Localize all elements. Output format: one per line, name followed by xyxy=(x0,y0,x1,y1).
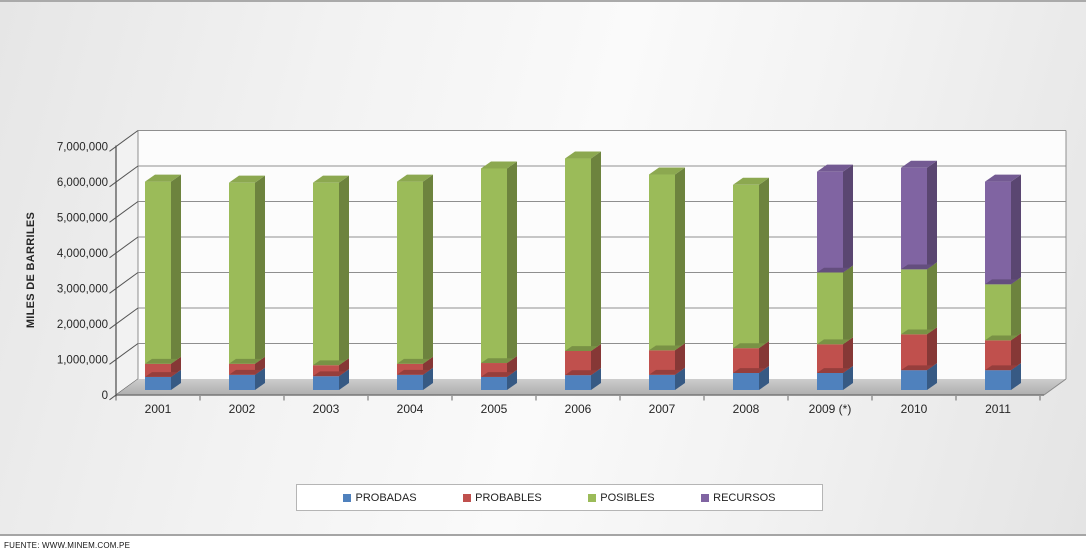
bar-segment-2004-posibles xyxy=(397,182,423,364)
bar-segment-2010-recursos xyxy=(901,168,927,270)
bar-2006 xyxy=(565,152,601,390)
legend-label: RECURSOS xyxy=(713,492,775,504)
legend-label: PROBABLES xyxy=(475,492,542,504)
bar-side-2001-posibles xyxy=(171,175,181,364)
legend-item-recursos: RECURSOS xyxy=(701,492,775,504)
x-label-2006: 2006 xyxy=(565,402,592,416)
bar-2005 xyxy=(481,161,517,390)
x-label-2003: 2003 xyxy=(313,402,340,416)
bar-segment-2009 (*)-posibles xyxy=(817,272,843,344)
chart-legend: PROBADAS PROBABLES POSIBLES RECURSOS xyxy=(296,484,823,511)
bar-segment-2007-probadas xyxy=(649,375,675,390)
bar-segment-2009 (*)-probadas xyxy=(817,373,843,390)
bar-2007 xyxy=(649,168,685,390)
bar-side-2004-posibles xyxy=(423,175,433,364)
y-tick-label-7: 7,000,000 xyxy=(57,142,108,154)
left-wall xyxy=(116,131,138,396)
x-label-2007: 2007 xyxy=(649,402,676,416)
bar-side-2010-posibles xyxy=(927,262,937,334)
bar-segment-2010-probadas xyxy=(901,370,927,390)
x-label-2009 (*): 2009 (*) xyxy=(809,402,852,416)
bar-side-2010-probables xyxy=(927,327,937,370)
x-label-2010: 2010 xyxy=(901,402,928,416)
bar-segment-2004-probadas xyxy=(397,375,423,390)
x-label-2004: 2004 xyxy=(397,402,424,416)
bar-side-2009 (*)-recursos xyxy=(843,165,853,273)
bar-segment-2003-posibles xyxy=(313,183,339,365)
x-label-2002: 2002 xyxy=(229,402,256,416)
reserves-stacked-bar-chart: 2001 2002 2003 2004 2005 2006 2007 2008 2009 (*)… xyxy=(0,2,1086,472)
bar-segment-2005-probadas xyxy=(481,377,507,390)
bar-segment-2011-recursos xyxy=(985,182,1011,285)
bar-segment-2008-probadas xyxy=(733,373,759,390)
bar-segment-2011-posibles xyxy=(985,284,1011,340)
bar-2003 xyxy=(313,176,349,390)
bar-segment-2002-probadas xyxy=(229,375,255,390)
bar-side-2006-posibles xyxy=(591,152,601,351)
x-label-2011: 2011 xyxy=(985,402,1011,416)
bar-side-2009 (*)-posibles xyxy=(843,265,853,344)
legend-label: POSIBLES xyxy=(600,492,654,504)
bar-segment-2011-probadas xyxy=(985,370,1011,390)
bar-side-2011-recursos xyxy=(1011,175,1021,285)
bar-2008 xyxy=(733,178,769,390)
bar-segment-2007-posibles xyxy=(649,175,675,351)
legend-item-posibles: POSIBLES xyxy=(588,492,654,504)
bar-segment-2010-posibles xyxy=(901,269,927,334)
bar-2002 xyxy=(229,176,265,390)
bar-2004 xyxy=(397,175,433,390)
bar-segment-2002-posibles xyxy=(229,183,255,364)
bar-segment-2009 (*)-recursos xyxy=(817,172,843,273)
legend-item-probadas: PROBADAS xyxy=(343,492,416,504)
bar-segment-2001-posibles xyxy=(145,182,171,364)
bar-segment-2010-probables xyxy=(901,334,927,370)
bar-segment-2006-posibles xyxy=(565,159,591,351)
source-note: FUENTE: WWW.MINEM.COM.PE xyxy=(4,541,130,550)
legend-swatch-recursos xyxy=(701,494,709,502)
y-tick-label-2: 2,000,000 xyxy=(57,319,108,331)
legend-label: PROBADAS xyxy=(355,492,416,504)
bar-segment-2008-posibles xyxy=(733,185,759,348)
bar-2001 xyxy=(145,175,181,390)
legend-swatch-posibles xyxy=(588,494,596,502)
legend-item-probables: PROBABLES xyxy=(463,492,542,504)
bar-side-2011-posibles xyxy=(1011,277,1021,340)
slide-background: 2001 2002 2003 2004 2005 2006 2007 2008 2009 (*)… xyxy=(0,0,1086,536)
x-label-2008: 2008 xyxy=(733,402,760,416)
bar-side-2002-posibles xyxy=(255,176,265,364)
bar-segment-2006-probadas xyxy=(565,375,591,390)
bar-segment-2003-probadas xyxy=(313,376,339,390)
y-tick-label-0: 0 xyxy=(102,390,108,402)
y-tick-label-5: 5,000,000 xyxy=(57,213,108,225)
legend-swatch-probadas xyxy=(343,494,351,502)
x-label-2001: 2001 xyxy=(145,402,172,416)
legend-swatch-probables xyxy=(463,494,471,502)
page: 2001 2002 2003 2004 2005 2006 2007 2008 2009 (*)… xyxy=(0,0,1086,556)
y-axis-title: MILES DE BARRILES xyxy=(25,212,37,328)
bar-segment-2005-posibles xyxy=(481,168,507,363)
y-tick-label-4: 4,000,000 xyxy=(57,248,108,260)
bar-segment-2001-probadas xyxy=(145,377,171,390)
bar-side-2007-posibles xyxy=(675,168,685,351)
bar-side-2008-posibles xyxy=(759,178,769,348)
y-tick-label-3: 3,000,000 xyxy=(57,284,108,296)
bar-side-2003-posibles xyxy=(339,176,349,365)
bar-side-2005-posibles xyxy=(507,161,517,363)
bar-side-2010-recursos xyxy=(927,161,937,270)
bar-2010 xyxy=(901,161,937,390)
y-tick-label-6: 6,000,000 xyxy=(57,177,108,189)
bar-2011 xyxy=(985,175,1021,390)
bar-2009 (*) xyxy=(817,165,853,390)
x-label-2005: 2005 xyxy=(481,402,508,416)
y-tick-label-1: 1,000,000 xyxy=(57,355,108,367)
